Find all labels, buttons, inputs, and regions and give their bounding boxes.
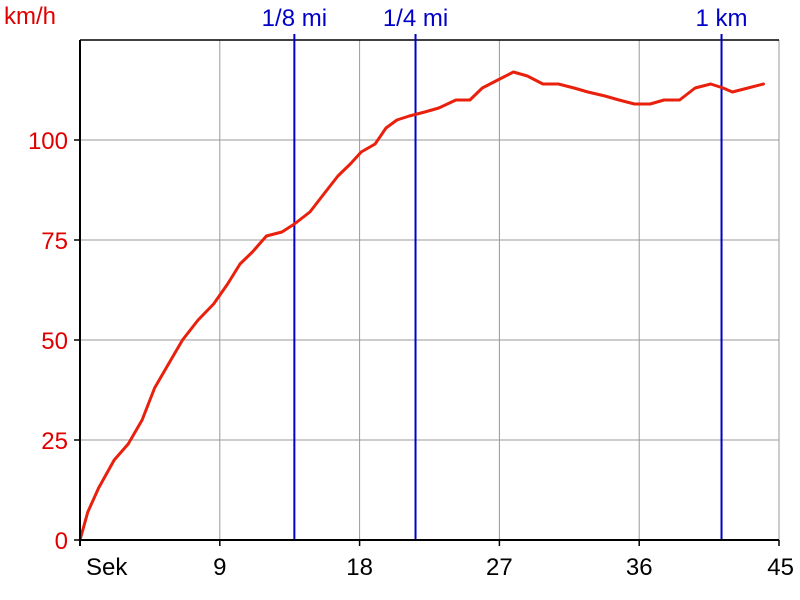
y-tick-label-75: 75: [41, 228, 68, 255]
y-tick-label-50: 50: [41, 328, 68, 355]
x-tick-label-36: 36: [626, 554, 653, 581]
x-tick-labels: 9 18 27 36 45: [213, 540, 794, 581]
grid-lines: [80, 39, 780, 540]
x-tick-label-45: 45: [767, 554, 794, 581]
y-tick-label-25: 25: [41, 428, 68, 455]
distance-markers: [293, 34, 723, 540]
x-tick-label-18: 18: [346, 554, 373, 581]
distance-marker-label-0: 1/8 mi: [262, 5, 327, 32]
distance-marker-label-2: 1 km: [696, 5, 748, 32]
y-axis-unit-label: km/h: [4, 3, 56, 30]
distance-marker-label-1: 1/4 mi: [383, 5, 448, 32]
x-axis-unit-label: Sek: [86, 554, 128, 581]
x-tick-label-9: 9: [213, 554, 226, 581]
speed-line: [78, 70, 765, 542]
y-tick-label-0: 0: [55, 528, 68, 555]
marker-labels: 1/8 mi 1/4 mi 1 km: [262, 5, 748, 32]
y-tick-label-100: 100: [28, 128, 68, 155]
x-tick-label-27: 27: [486, 554, 513, 581]
y-tick-labels: 0 25 50 75 100: [28, 128, 80, 555]
